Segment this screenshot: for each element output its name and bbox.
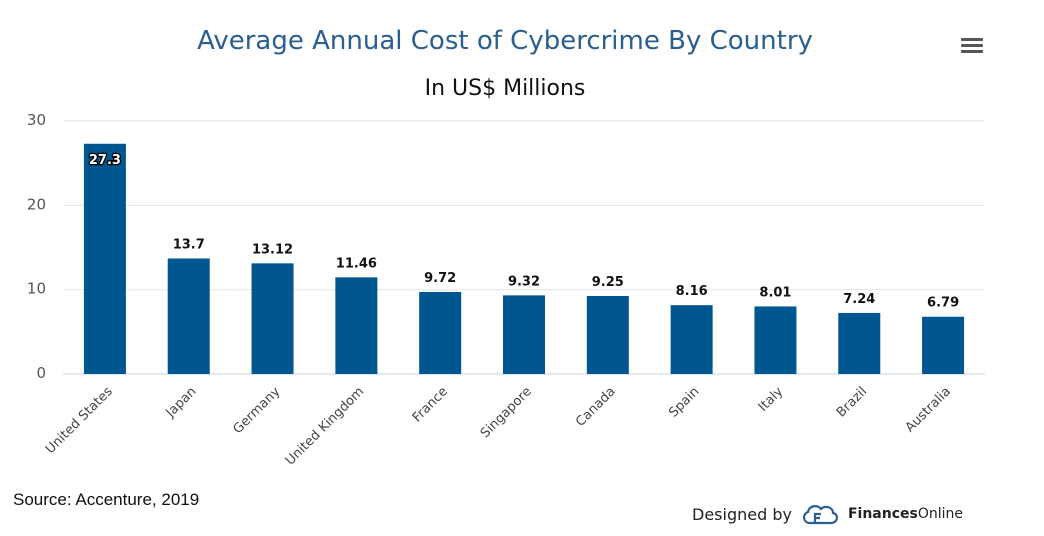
- y-axis-ticks: 0 10 20 30: [27, 111, 46, 382]
- data-label: 27.3: [89, 153, 121, 168]
- bar: [167, 258, 210, 374]
- source-note: Source: Accenture, 2019: [13, 490, 200, 509]
- y-tick-label: 0: [36, 364, 46, 382]
- category-label: Italy: [756, 384, 787, 415]
- bar: [922, 316, 965, 374]
- category-label: United States: [43, 384, 116, 457]
- data-label: 9.32: [508, 274, 540, 289]
- bar: [754, 306, 797, 374]
- brand-name-rest: Online: [917, 506, 963, 522]
- brand-name-bold: Finances: [847, 506, 918, 522]
- y-tick-label: 30: [27, 111, 46, 129]
- category-label: Germany: [231, 384, 284, 437]
- designer-credit[interactable]: Designed by FinancesOnline: [692, 500, 963, 528]
- gridlines: [63, 120, 985, 375]
- x-axis-categories: United States Japan Germany United Kingdom F…: [43, 384, 954, 469]
- category-label: Japan: [163, 384, 200, 421]
- credit-prefix: Designed by: [692, 504, 792, 524]
- data-label: 7.24: [843, 292, 875, 307]
- data-label: 11.46: [336, 256, 377, 271]
- category-label: Spain: [666, 384, 702, 420]
- bar-chart: 0 10 20 30 27.3 13.7 13.12 11.46 9.72 9.32 9.25 8.…: [27, 111, 985, 469]
- category-label: Singapore: [478, 384, 535, 441]
- financesonline-logo-icon: [802, 505, 838, 525]
- y-tick-label: 20: [27, 195, 46, 213]
- category-label: Canada: [573, 384, 619, 430]
- data-labels: 27.3 13.7 13.12 11.46 9.72 9.32 9.25 8.16 8.01 7.…: [88, 152, 960, 311]
- category-label: Brazil: [834, 384, 870, 420]
- data-label: 13.7: [173, 237, 205, 252]
- bar: [670, 305, 713, 374]
- menu-line: [961, 38, 983, 41]
- data-label: 9.72: [424, 271, 456, 286]
- chart-subtitle: In US$ Millions: [424, 76, 586, 101]
- bars: [83, 143, 965, 374]
- bar: [586, 295, 629, 374]
- data-label: 9.25: [592, 275, 624, 290]
- bar: [83, 143, 126, 374]
- data-label: 8.01: [759, 285, 791, 300]
- category-label: France: [410, 384, 451, 425]
- brand-name: FinancesOnline: [848, 506, 963, 522]
- bar: [251, 263, 294, 374]
- data-label: 8.16: [676, 284, 708, 299]
- bar: [838, 312, 881, 374]
- bar: [419, 292, 462, 374]
- menu-line: [961, 44, 983, 47]
- data-label: 13.12: [252, 242, 293, 257]
- chart-title: Average Annual Cost of Cybercrime By Cou…: [197, 26, 813, 56]
- bar: [503, 295, 545, 374]
- category-label: Australia: [903, 384, 954, 435]
- bar: [335, 277, 378, 374]
- category-label: United Kingdom: [283, 384, 367, 468]
- data-label: 6.79: [927, 296, 959, 311]
- y-tick-label: 10: [27, 280, 46, 298]
- menu-line: [961, 50, 983, 53]
- hamburger-menu-icon[interactable]: [961, 38, 983, 54]
